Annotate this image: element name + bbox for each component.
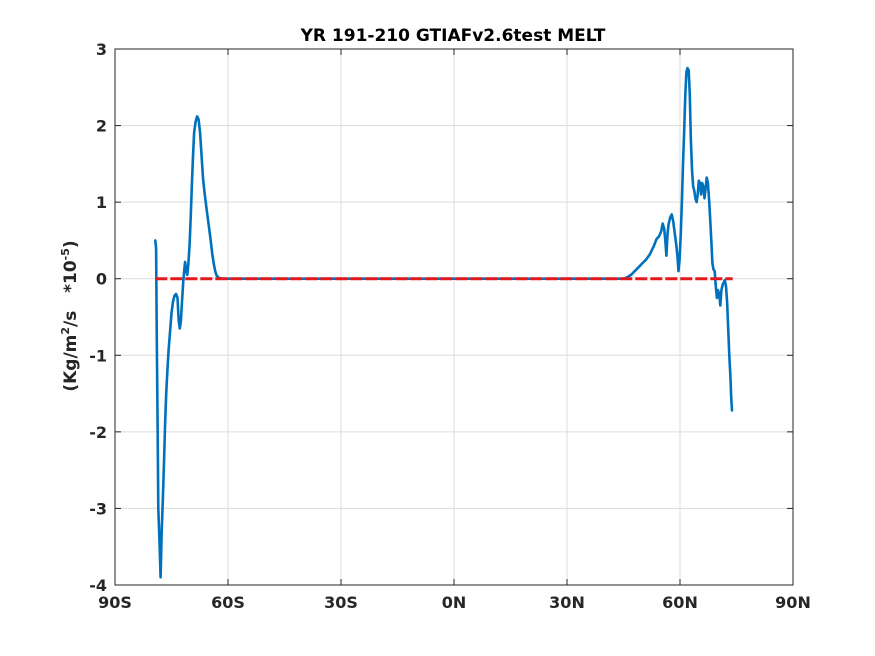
x-tick-label: 60N	[662, 593, 698, 612]
x-tick-label: 90S	[98, 593, 132, 612]
y-axis-label-sup2: -5	[59, 248, 72, 260]
y-tick-labels: 3 2 1 0 -1 -2 -3 -4	[89, 40, 107, 595]
y-tick-label: -2	[89, 423, 107, 442]
melt-series-line	[154, 66, 734, 579]
y-axis-label-pre: (Kg/m	[61, 335, 81, 392]
y-tick-label: -4	[89, 576, 107, 595]
x-tick-label: 90N	[775, 593, 811, 612]
y-axis-label-post: )	[61, 240, 81, 248]
x-tick-labels: 90S 60S 30S 0N 30N 60N 90N	[98, 593, 811, 612]
y-axis-label-sup1: 2	[59, 327, 72, 335]
y-tick-label: 2	[96, 117, 107, 136]
y-tick-label: -3	[89, 499, 107, 518]
series-layer	[154, 66, 734, 579]
y-tick-label: 1	[96, 193, 107, 212]
x-tick-label: 60S	[211, 593, 245, 612]
x-tick-label: 0N	[442, 593, 467, 612]
x-tick-label: 30N	[549, 593, 585, 612]
y-tick-label: 0	[96, 270, 107, 289]
chart-title: YR 191-210 GTIAFv2.6test MELT	[300, 26, 606, 46]
tick-marks	[114, 48, 794, 586]
y-axis-label: (Kg/m2/s *10-5)	[59, 240, 81, 391]
y-axis-label-mid: /s *10	[61, 260, 81, 327]
y-tick-label: 3	[96, 40, 107, 59]
y-tick-label: -1	[89, 346, 107, 365]
x-tick-label: 30S	[324, 593, 358, 612]
